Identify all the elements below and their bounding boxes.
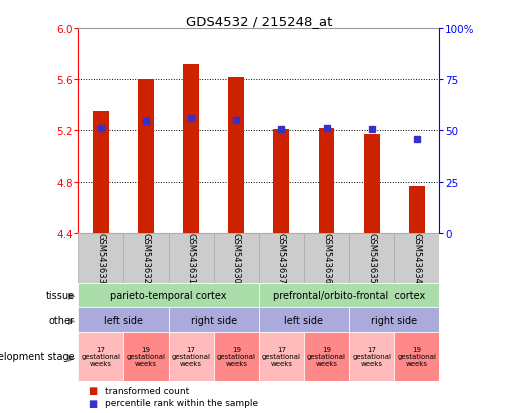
Bar (78, 283, 259, 308)
Bar (304, 332, 349, 381)
Bar (78, 332, 123, 381)
Text: GSM543637: GSM543637 (277, 233, 286, 284)
Text: ■: ■ (88, 398, 97, 408)
Bar (78, 308, 169, 332)
Bar (364, 135, 380, 233)
Text: GSM543633: GSM543633 (96, 233, 106, 284)
Bar (228, 78, 244, 233)
Bar (259, 332, 304, 381)
Text: ▶: ▶ (68, 315, 76, 325)
Bar (214, 233, 259, 283)
Text: 19
gestational
weeks: 19 gestational weeks (126, 347, 166, 367)
Bar (169, 308, 259, 332)
Bar (319, 128, 334, 233)
Text: left side: left side (104, 315, 143, 325)
Text: GSM543630: GSM543630 (232, 233, 241, 283)
Bar (138, 80, 154, 233)
Text: ▶: ▶ (68, 351, 76, 362)
Text: right side: right side (371, 315, 417, 325)
Text: 17
gestational
weeks: 17 gestational weeks (262, 347, 301, 367)
Text: 19
gestational
weeks: 19 gestational weeks (307, 347, 346, 367)
Bar (259, 233, 304, 283)
Bar (394, 332, 439, 381)
Text: 19
gestational
weeks: 19 gestational weeks (397, 347, 436, 367)
Text: GSM543632: GSM543632 (141, 233, 150, 283)
Bar (123, 332, 169, 381)
Title: GDS4532 / 215248_at: GDS4532 / 215248_at (186, 15, 332, 28)
Text: GSM543634: GSM543634 (412, 233, 421, 283)
Text: ■: ■ (88, 385, 97, 395)
Text: 17
gestational
weeks: 17 gestational weeks (172, 347, 211, 367)
Text: transformed count: transformed count (105, 386, 189, 395)
Text: 17
gestational
weeks: 17 gestational weeks (352, 347, 391, 367)
Text: ▶: ▶ (68, 290, 76, 300)
Bar (259, 283, 439, 308)
Bar (304, 233, 349, 283)
Bar (183, 65, 199, 233)
Bar (214, 332, 259, 381)
Bar (259, 308, 349, 332)
Bar (78, 233, 123, 283)
Bar (349, 233, 394, 283)
Text: left side: left side (284, 315, 323, 325)
Text: GSM543635: GSM543635 (367, 233, 376, 283)
Text: other: other (49, 315, 75, 325)
Bar (169, 332, 214, 381)
Bar (349, 308, 439, 332)
Text: GSM543631: GSM543631 (187, 233, 195, 283)
Bar (169, 233, 214, 283)
Bar (93, 112, 109, 233)
Text: development stage: development stage (0, 351, 75, 362)
Text: prefrontal/orbito-frontal  cortex: prefrontal/orbito-frontal cortex (273, 290, 425, 300)
Text: tissue: tissue (45, 290, 75, 300)
Bar (349, 332, 394, 381)
Bar (123, 233, 169, 283)
Bar (409, 186, 425, 233)
Bar (274, 130, 289, 233)
Text: percentile rank within the sample: percentile rank within the sample (105, 398, 258, 407)
Text: GSM543636: GSM543636 (322, 233, 331, 284)
Text: parieto-temporal cortex: parieto-temporal cortex (110, 290, 227, 300)
Bar (394, 233, 439, 283)
Text: 17
gestational
weeks: 17 gestational weeks (81, 347, 120, 367)
Text: 19
gestational
weeks: 19 gestational weeks (217, 347, 256, 367)
Text: right side: right side (190, 315, 237, 325)
